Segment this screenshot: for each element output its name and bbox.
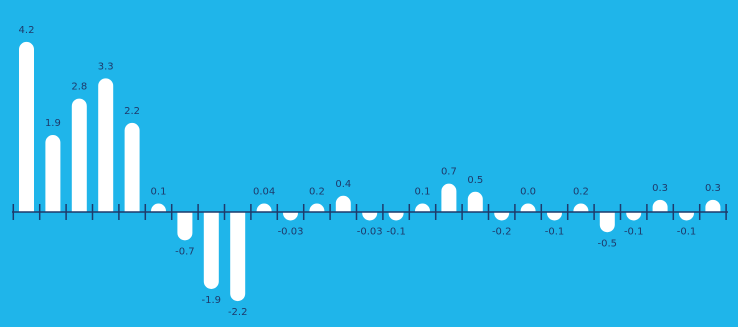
bar-2: [45, 135, 61, 212]
bar-10: [256, 203, 272, 212]
bar-14: [362, 212, 378, 221]
bar-5: [124, 122, 140, 212]
bar-12: [309, 203, 325, 212]
value-label-10: 0.04: [253, 187, 275, 198]
bar-16: [415, 203, 430, 212]
bar-6: [151, 203, 166, 212]
value-label-19: -0.2: [492, 227, 512, 238]
value-label-16: 0.1: [415, 187, 431, 198]
bar-7: [177, 212, 193, 241]
value-label-27: 0.3: [705, 183, 721, 194]
bar-24: [626, 212, 642, 221]
bar-1: [19, 41, 34, 213]
x-axis: [12, 204, 728, 220]
value-label-21: -0.1: [545, 227, 565, 238]
bar-21: [547, 212, 562, 221]
value-label-20: 0.0: [520, 187, 536, 198]
value-label-7: -0.7: [175, 246, 195, 257]
bar-13: [335, 195, 351, 212]
value-label-9: -2.2: [228, 307, 248, 318]
bar-series: [19, 41, 721, 302]
value-label-14: -0.03: [357, 227, 383, 238]
value-label-25: 0.3: [652, 183, 668, 194]
value-label-1: 4.2: [19, 25, 35, 36]
bar-18: [467, 191, 483, 212]
value-label-8: -1.9: [202, 295, 222, 306]
bar-20: [520, 203, 536, 212]
value-label-4: 3.3: [98, 61, 114, 72]
bar-9: [230, 212, 246, 302]
bar-23: [599, 212, 615, 233]
value-label-13: 0.4: [335, 179, 351, 190]
bar-3: [71, 98, 87, 212]
value-label-26: -0.1: [677, 227, 697, 238]
value-label-11: -0.03: [278, 227, 304, 238]
bar-19: [494, 212, 510, 221]
bar-11: [283, 212, 298, 221]
value-label-12: 0.2: [309, 187, 325, 198]
value-label-17: 0.7: [441, 167, 457, 178]
bar-15: [388, 212, 404, 221]
bar-25: [652, 199, 668, 212]
bar-17: [441, 183, 457, 212]
value-label-24: -0.1: [624, 227, 644, 238]
value-labels: 4.2 1.9 2.8 3.3 2.2 0.1 -0.7 -1.9 -2.2 0.04 -0.03 0…: [19, 25, 721, 318]
bar-8: [203, 212, 219, 289]
value-label-2: 1.9: [45, 118, 61, 129]
value-label-15: -0.1: [386, 227, 406, 238]
value-label-6: 0.1: [151, 187, 167, 198]
bar-22: [573, 203, 589, 212]
bar-4: [98, 78, 114, 212]
value-label-22: 0.2: [573, 187, 589, 198]
value-label-3: 2.8: [71, 82, 87, 93]
value-label-23: -0.5: [598, 238, 618, 249]
value-label-18: 0.5: [467, 175, 483, 186]
value-label-5: 2.2: [124, 106, 140, 117]
bar-27: [705, 199, 721, 212]
bar-26: [679, 212, 694, 221]
